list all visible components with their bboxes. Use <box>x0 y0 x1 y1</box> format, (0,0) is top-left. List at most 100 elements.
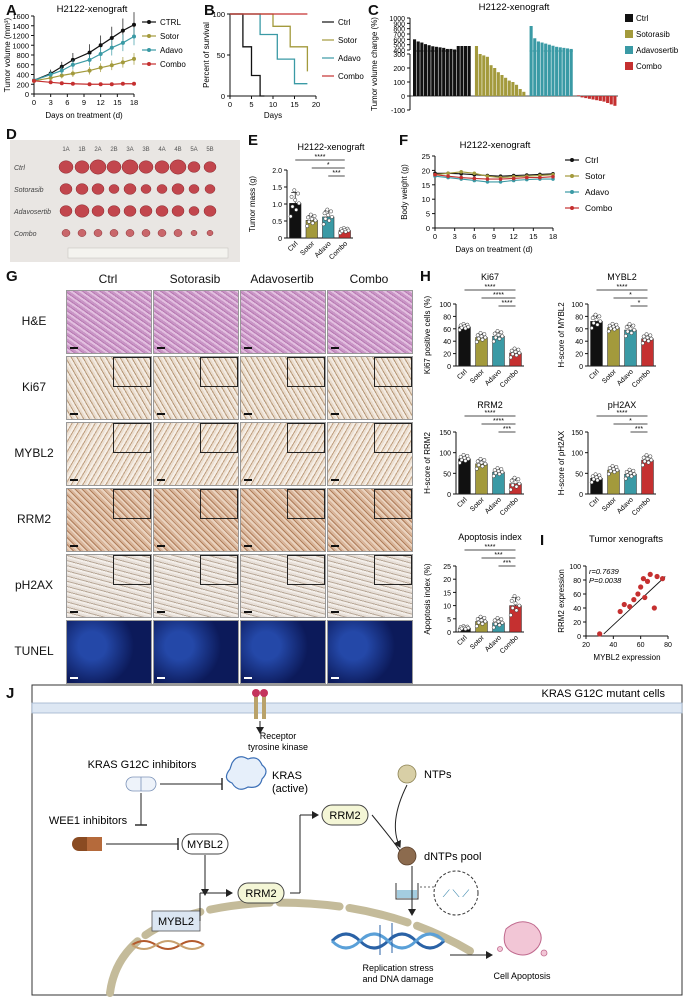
tumor-specimen <box>89 159 107 175</box>
tumor-specimen <box>154 160 170 174</box>
waterfall-bar <box>504 77 508 96</box>
tumor-specimen <box>140 184 152 194</box>
scale-bar <box>244 545 252 547</box>
dntps-label: dNTPs pool <box>424 851 481 863</box>
data-dot <box>500 620 505 625</box>
data-dot <box>597 314 602 319</box>
waterfall-bar-upper <box>464 46 468 50</box>
histology-inset <box>287 489 325 519</box>
data-dot <box>590 316 595 320</box>
y-tick-label: 0 <box>579 492 583 499</box>
scatter-point <box>638 584 644 590</box>
tumor-specimen <box>123 205 137 217</box>
histology-image-tile <box>66 620 152 684</box>
tumor-specimen <box>155 205 169 217</box>
apoptosis-label: Cell Apoptosis <box>493 971 551 981</box>
legend-marker <box>147 62 151 66</box>
histology-column-header: Sotorasib <box>169 272 221 286</box>
legend-label: Adavo <box>338 54 361 63</box>
data-dot <box>591 321 596 325</box>
data-dot <box>475 333 480 338</box>
waterfall-bar <box>460 50 464 96</box>
scale-bar <box>244 677 252 679</box>
data-dot <box>463 458 468 463</box>
panel-letter-h: H <box>420 268 431 285</box>
ntps-icon <box>397 764 417 784</box>
histology-image-tile <box>327 356 413 420</box>
data-dot <box>475 459 480 464</box>
kras-label-line1: KRAS <box>272 770 302 782</box>
data-dot <box>457 460 462 465</box>
data-dot <box>475 617 480 622</box>
data-dot <box>483 619 488 624</box>
data-dot <box>624 469 629 474</box>
data-dot <box>510 483 515 488</box>
data-dot <box>624 325 629 330</box>
y-tick-label: 1200 <box>12 32 29 41</box>
waterfall-bar <box>566 50 570 96</box>
data-point <box>120 28 125 33</box>
data-dot <box>493 621 498 626</box>
waterfall-bar <box>423 50 428 96</box>
chart-title: MYBL2 <box>607 272 637 282</box>
histology-image-tile <box>240 356 326 420</box>
y-axis-label: Tumor volume (mm³) <box>3 17 12 92</box>
data-dot <box>627 322 632 327</box>
y-tick-label: 0 <box>401 94 405 101</box>
data-dot <box>513 349 518 354</box>
x-tick-label: 40 <box>609 642 617 649</box>
data-dot <box>312 214 317 218</box>
y-tick-label: 60 <box>443 327 451 334</box>
data-dot <box>294 207 299 212</box>
data-dot <box>480 464 485 469</box>
histology-row-label: TUNEL <box>14 644 54 658</box>
apoptotic-cell-icon <box>503 921 542 956</box>
data-dot <box>513 480 518 485</box>
scale-bar <box>70 413 78 415</box>
histology-inset <box>200 423 238 453</box>
y-axis-label: H-score of RRM2 <box>423 432 432 494</box>
data-dot <box>474 466 479 471</box>
data-dot <box>615 468 620 472</box>
waterfall-bar <box>485 56 489 96</box>
data-dot <box>308 212 313 217</box>
y-tick-label: 50 <box>575 471 583 478</box>
receptor-tyrosine-kinase-icon <box>252 689 268 719</box>
chart-title: H2122-xenograft <box>57 4 128 15</box>
y-tick-label: 1.5 <box>272 185 282 192</box>
scale-bar <box>331 347 339 349</box>
histology-image-tile <box>153 356 239 420</box>
waterfall-bar <box>442 50 446 96</box>
data-dot <box>466 456 471 461</box>
data-dot <box>497 623 502 628</box>
x-tick-label: Ctrl <box>588 368 601 381</box>
tumor-specimen <box>77 229 87 237</box>
data-dot <box>645 335 650 340</box>
data-dot <box>340 229 344 234</box>
data-dot <box>595 322 600 327</box>
legend-label: Sotorasib <box>636 30 670 39</box>
data-dot <box>307 219 311 224</box>
chart-title: Ki67 <box>481 272 499 282</box>
y-tick-label: 50 <box>443 471 451 478</box>
data-point <box>132 56 136 61</box>
chart-b-survival: 0 50 100 0 5 10 15 20 Days Percent of survival Ctr… <box>202 10 364 120</box>
scatter-point <box>654 573 660 580</box>
histology-image-tile <box>327 422 413 486</box>
y-tick-label: 800 <box>393 27 405 34</box>
histology-image-tile <box>240 488 326 552</box>
scale-bar <box>157 545 165 547</box>
data-dot <box>598 476 603 481</box>
legend-label: Sotor <box>585 171 605 181</box>
chart-c-waterfall: H2122-xenograft4005006007008009001000-10… <box>370 2 679 115</box>
data-dot <box>482 615 487 620</box>
data-dot <box>644 453 649 458</box>
x-tick-label: Ctrl <box>456 496 469 509</box>
y-tick-label: 15 <box>443 590 451 597</box>
histology-image-tile <box>327 554 413 618</box>
x-tick-label: 10 <box>269 100 277 109</box>
waterfall-bar <box>489 65 493 96</box>
y-tick-label: 1000 <box>12 41 29 50</box>
series-line-adavo <box>434 175 553 183</box>
histology-row-label: pH2AX <box>14 578 54 592</box>
